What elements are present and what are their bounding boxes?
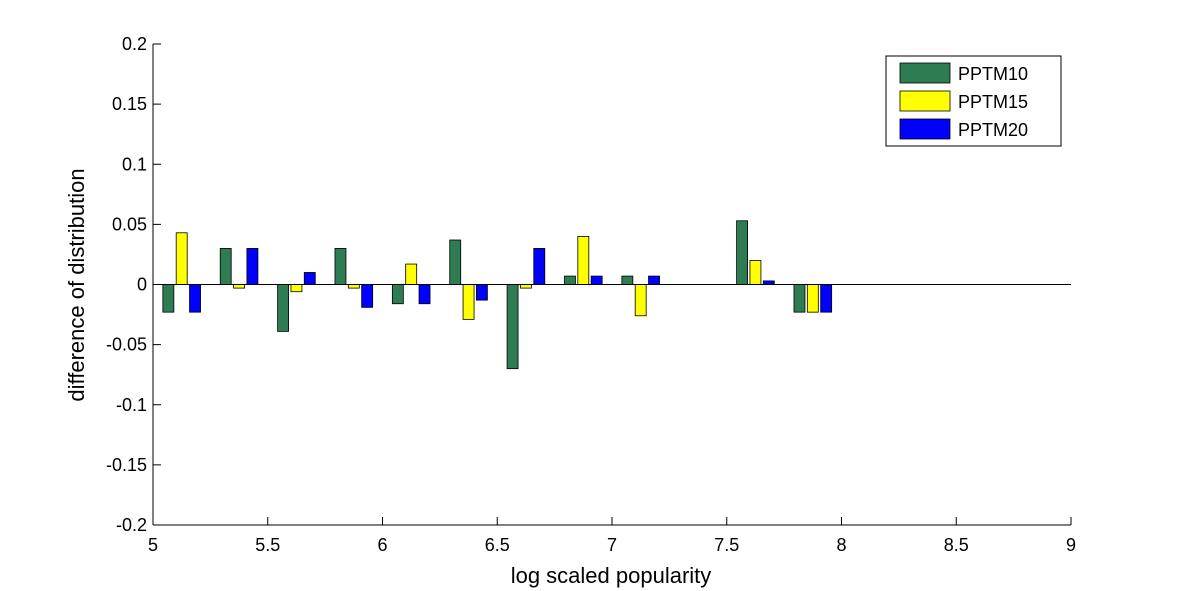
bar-pptm10 xyxy=(564,275,576,285)
bar-pptm15 xyxy=(347,284,360,289)
bar-pptm15 xyxy=(233,284,245,289)
bar-pptm20 xyxy=(590,275,603,285)
bar-pptm15 xyxy=(175,232,188,285)
x-tick-label: 9 xyxy=(1066,535,1076,555)
bar-pptm15 xyxy=(577,235,590,285)
bar-pptm10 xyxy=(621,275,634,285)
bar-pptm10 xyxy=(506,284,519,370)
bar-pptm20 xyxy=(533,248,546,285)
bar-pptm10 xyxy=(277,284,289,332)
bar-pptm20 xyxy=(648,275,660,285)
bar-pptm20 xyxy=(476,284,488,301)
bar-pptm20 xyxy=(820,284,833,313)
y-tick-label: -0.2 xyxy=(116,515,147,535)
y-axis-label: difference of distribution xyxy=(64,168,89,401)
x-tick-label: 7.5 xyxy=(714,535,739,555)
bar-pptm20 xyxy=(361,284,374,308)
x-tick-label: 7 xyxy=(607,535,617,555)
bar-pptm10 xyxy=(219,248,232,285)
bar-pptm10 xyxy=(162,284,175,313)
y-tick-label: -0.15 xyxy=(106,455,147,475)
y-tick-label: 0.05 xyxy=(112,214,147,234)
legend-swatch-pptm15 xyxy=(899,90,951,112)
x-tick-label: 6.5 xyxy=(485,535,510,555)
y-tick-label: 0 xyxy=(137,275,147,295)
bar-pptm20 xyxy=(303,272,316,285)
legend-label-pptm15: PPTM15 xyxy=(958,92,1028,112)
bar-pptm10 xyxy=(449,239,462,285)
bar-pptm15 xyxy=(749,260,762,285)
bar-pptm10 xyxy=(334,248,347,285)
y-tick-label: 0.15 xyxy=(112,94,147,114)
y-tick-label: 0.2 xyxy=(122,34,147,54)
bar-pptm15 xyxy=(462,284,475,320)
plot-area: 5 5.5 6 6.5 7 7.5 8 8.5 9 -0.2 -0.15 -0.1 -0.05 0 0.05… xyxy=(106,34,1076,555)
y-tick-label: -0.1 xyxy=(116,395,147,415)
x-tick-label: 5.5 xyxy=(255,535,280,555)
x-tick-label: 6 xyxy=(377,535,387,555)
bar-pptm15 xyxy=(520,284,532,289)
bar-pptm15 xyxy=(634,284,647,317)
x-tick-label: 8 xyxy=(836,535,846,555)
bar-pptm15 xyxy=(290,284,303,293)
legend-swatch-pptm10 xyxy=(899,62,951,84)
bar-pptm15 xyxy=(806,284,819,313)
bar-pptm20 xyxy=(189,284,201,313)
bar-pptm10 xyxy=(736,220,748,285)
legend-label-pptm20: PPTM20 xyxy=(958,120,1028,140)
bar-pptm10 xyxy=(391,284,404,305)
bar-pptm20 xyxy=(762,280,775,285)
x-tick-label: 5 xyxy=(148,535,158,555)
y-tick-label: 0.1 xyxy=(122,154,147,174)
legend-label-pptm10: PPTM10 xyxy=(958,64,1028,84)
legend-swatch-pptm20 xyxy=(899,118,951,140)
bar-pptm20 xyxy=(418,284,431,305)
x-axis-label: log scaled popularity xyxy=(511,563,712,588)
bar-pptm15 xyxy=(405,263,418,285)
bar-pptm10 xyxy=(793,284,806,313)
bar-pptm20 xyxy=(246,248,259,285)
x-tick-label: 8.5 xyxy=(944,535,969,555)
y-tick-label: -0.05 xyxy=(106,335,147,355)
